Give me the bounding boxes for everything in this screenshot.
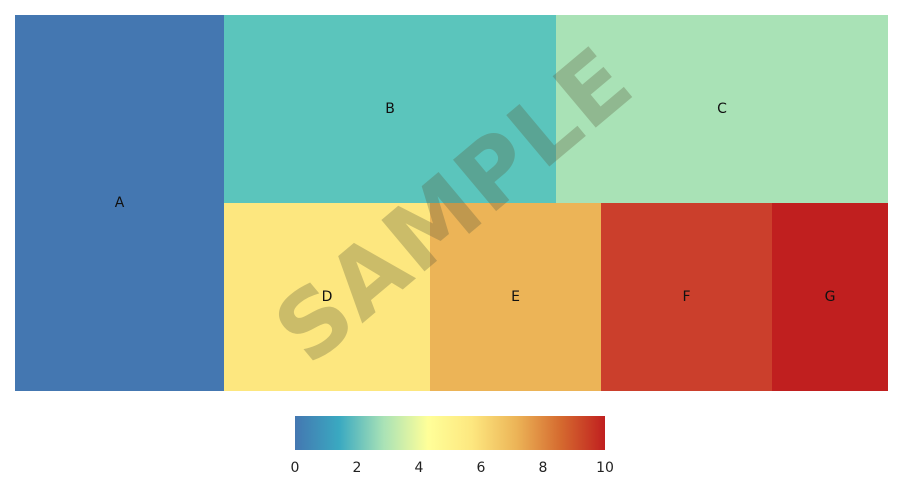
colorbar: 0 2 4 6 8 10 xyxy=(291,416,614,476)
colorbar-tick-label: 8 xyxy=(539,460,548,476)
treemap-tile-rect xyxy=(772,203,888,391)
colorbar-tick-label: 6 xyxy=(477,460,486,476)
colorbar-tick-label: 0 xyxy=(291,460,300,476)
treemap-tile-b: B xyxy=(224,15,556,203)
treemap-tile-f: F xyxy=(601,203,772,391)
colorbar-tick-label: 10 xyxy=(596,460,614,476)
treemap-tile-a: A xyxy=(15,15,224,391)
treemap-tile-label: B xyxy=(385,101,395,117)
colorbar-tick-label: 4 xyxy=(415,460,424,476)
treemap-tile-rect xyxy=(556,15,888,203)
treemap-tile-label: A xyxy=(115,195,125,211)
treemap-tile-rect xyxy=(224,15,556,203)
colorbar-ticks: 0 2 4 6 8 10 xyxy=(291,460,614,476)
treemap-tile-rect xyxy=(430,203,601,391)
colorbar-gradient xyxy=(295,416,605,450)
treemap-tile-rect xyxy=(224,203,430,391)
treemap-tile-d: D xyxy=(224,203,430,391)
treemap-tile-rect xyxy=(601,203,772,391)
treemap-tile-label: C xyxy=(717,101,727,117)
treemap-tile-rect xyxy=(15,15,224,391)
treemap-tiles: A B C D E F G xyxy=(15,15,888,391)
colorbar-tick-label: 2 xyxy=(353,460,362,476)
treemap-tile-label: E xyxy=(511,289,520,305)
treemap-tile-c: C xyxy=(556,15,888,203)
treemap-tile-label: F xyxy=(682,289,690,305)
treemap-tile-e: E xyxy=(430,203,601,391)
treemap-tile-label: D xyxy=(322,289,333,305)
treemap-tile-g: G xyxy=(772,203,888,391)
treemap-tile-label: G xyxy=(825,289,836,305)
